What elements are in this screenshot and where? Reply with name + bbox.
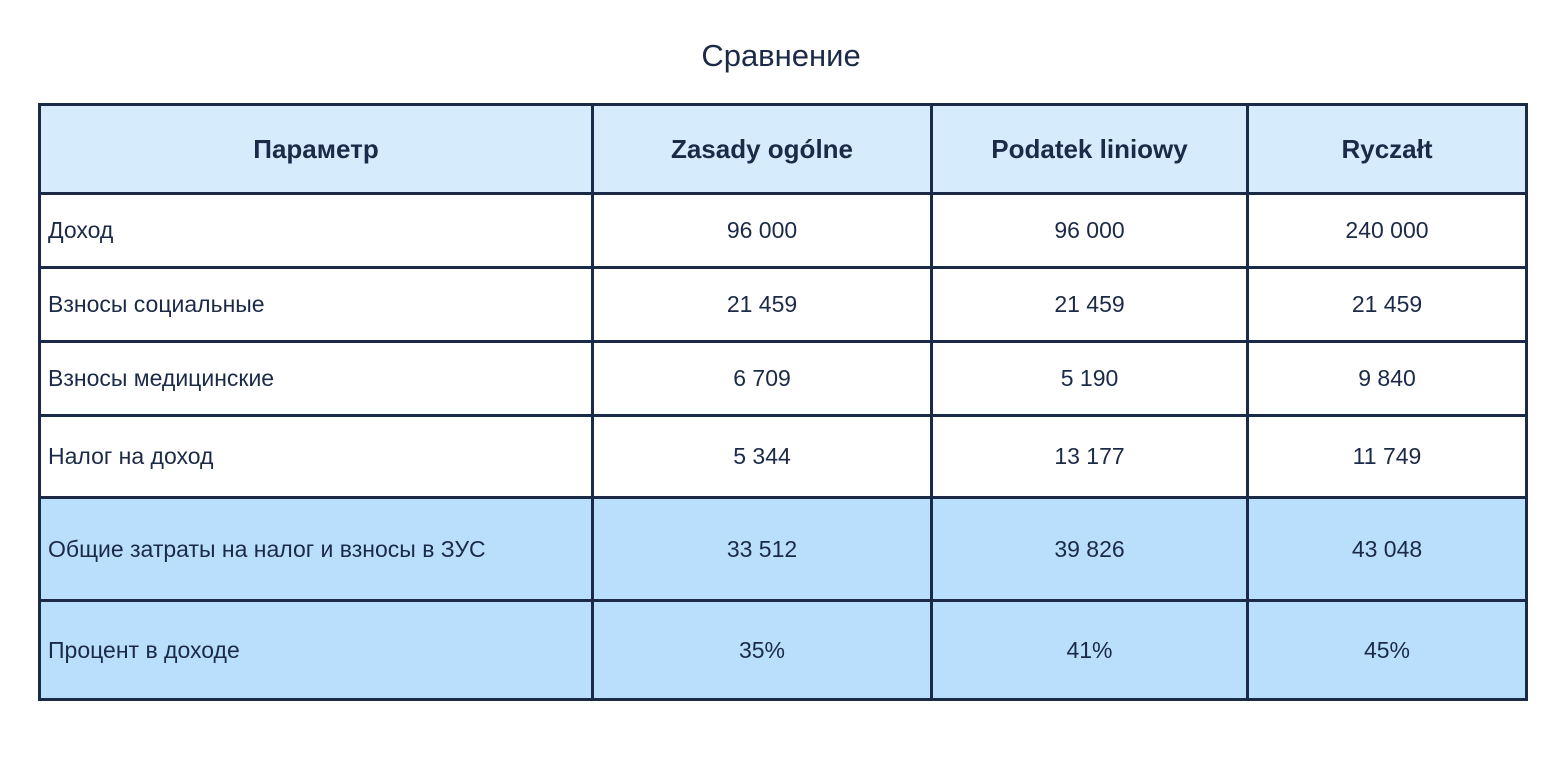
comparison-table: Параметр Zasady ogólne Podatek liniowy R…: [38, 103, 1528, 701]
header-parameter: Параметр: [38, 103, 594, 195]
cell-value: 11 749: [1246, 414, 1528, 499]
row-label: Процент в доходе: [38, 599, 594, 701]
cell-value: 6 709: [591, 340, 933, 417]
cell-value: 41%: [930, 599, 1249, 701]
cell-value: 45%: [1246, 599, 1528, 701]
table-row: Доход 96 000 96 000 240 000: [38, 192, 1528, 269]
table-row-total: Общие затраты на налог и взносы в ЗУС 33…: [38, 496, 1528, 602]
row-label: Доход: [38, 192, 594, 269]
cell-value: 9 840: [1246, 340, 1528, 417]
cell-value: 240 000: [1246, 192, 1528, 269]
cell-value: 33 512: [591, 496, 933, 602]
table-title: Сравнение: [701, 38, 861, 73]
row-label: Взносы социальные: [38, 266, 594, 343]
header-ryczalt: Ryczałt: [1246, 103, 1528, 195]
row-label: Налог на доход: [38, 414, 594, 499]
row-label: Взносы медицинские: [38, 340, 594, 417]
cell-value: 96 000: [930, 192, 1249, 269]
table-row: Налог на доход 5 344 13 177 11 749: [38, 414, 1528, 499]
table-row-percent: Процент в доходе 35% 41% 45%: [38, 599, 1528, 701]
cell-value: 96 000: [591, 192, 933, 269]
cell-value: 43 048: [1246, 496, 1528, 602]
cell-value: 21 459: [1246, 266, 1528, 343]
cell-value: 21 459: [930, 266, 1249, 343]
cell-value: 5 190: [930, 340, 1249, 417]
header-row: Параметр Zasady ogólne Podatek liniowy R…: [38, 103, 1528, 195]
header-podatek-liniowy: Podatek liniowy: [930, 103, 1249, 195]
cell-value: 13 177: [930, 414, 1249, 499]
table-row: Взносы социальные 21 459 21 459 21 459: [38, 266, 1528, 343]
cell-value: 21 459: [591, 266, 933, 343]
cell-value: 5 344: [591, 414, 933, 499]
cell-value: 39 826: [930, 496, 1249, 602]
table-row: Взносы медицинские 6 709 5 190 9 840: [38, 340, 1528, 417]
row-label: Общие затраты на налог и взносы в ЗУС: [38, 496, 594, 602]
cell-value: 35%: [591, 599, 933, 701]
header-zasady-ogolne: Zasady ogólne: [591, 103, 933, 195]
